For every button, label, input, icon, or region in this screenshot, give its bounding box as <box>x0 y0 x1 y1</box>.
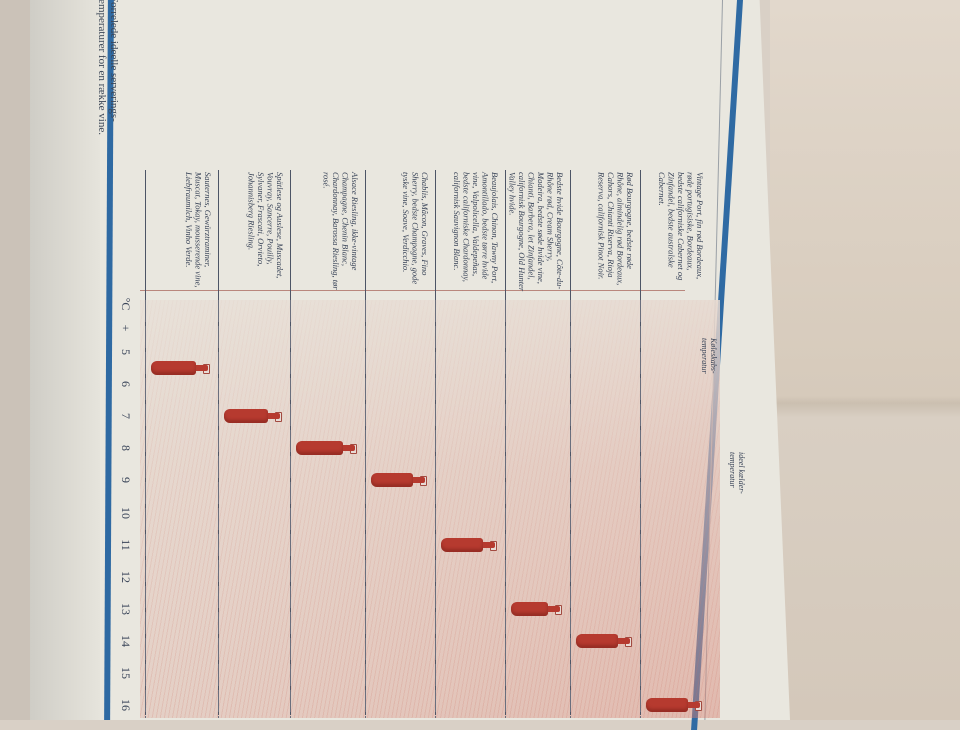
header-cellar-temp: ideel kælder-temperatur <box>728 452 746 494</box>
row-divider-dashed <box>218 300 219 718</box>
wine-list-text: Sauternes, Gewürztraminer, Muscat, Tokay… <box>184 172 213 288</box>
caption: Forrelede ideelle serverings-temperature… <box>96 0 120 135</box>
scale-tick: 7 <box>119 413 133 420</box>
page-gutter-shadow <box>30 0 100 720</box>
chart-fade <box>140 300 720 718</box>
scale-tick: 10 <box>119 506 133 519</box>
wine-list-text: Rød Bourgogne, bedste røde Rhône, almind… <box>596 172 636 286</box>
wine-bottle-marker <box>224 409 282 424</box>
scale-tick: 13 <box>119 602 133 615</box>
wine-list-text: Spätlese og Auslese, Muscadet, Vouvray, … <box>246 172 286 279</box>
wine-bottle-marker <box>646 698 702 713</box>
wine-bottle-marker <box>371 473 427 488</box>
scale-tick: + <box>119 324 133 332</box>
scale-tick: 5 <box>119 349 133 355</box>
scale-tick: 12 <box>119 570 133 583</box>
scale-tick: 15 <box>119 667 133 679</box>
scale-unit: °C <box>119 297 133 311</box>
scale-tick: 6 <box>119 381 133 388</box>
row-divider-dashed <box>570 300 571 718</box>
row-divider-dashed <box>365 300 366 718</box>
scale-tick: 14 <box>119 634 133 647</box>
scale-tick: 8 <box>119 445 133 452</box>
wine-list-text: Bedste hvide Bourgogne, Côte-du-Rhône rø… <box>507 172 566 292</box>
row-divider-dashed <box>145 300 146 718</box>
scale-tick: 16 <box>119 699 133 712</box>
scale-tick: 9 <box>119 477 133 484</box>
row-divider-dashed <box>435 300 436 718</box>
wine-bottle-marker <box>151 361 210 376</box>
row-divider-dashed <box>640 300 641 718</box>
wine-bottle-marker <box>511 601 562 616</box>
wine-bottle-marker <box>441 537 497 552</box>
wine-list-text: Alsace Riesling, ikke-vintage Champagne,… <box>321 172 361 290</box>
wine-list-text: Beaujolais, Chinon, Tawny Port, Amontill… <box>452 172 500 284</box>
wine-list-text: Chablis, Mâcon, Graves, Fino Sherry, bed… <box>401 172 430 285</box>
row-divider-dashed <box>505 300 506 718</box>
wine-bottle-marker <box>296 441 357 456</box>
wood-table-right <box>770 0 960 720</box>
wine-bottle-marker <box>576 633 632 648</box>
wine-list-text: Vintage Port, fin rød Bordeaux, røde por… <box>657 172 705 281</box>
scale-tick: 11 <box>119 538 133 551</box>
header-divider <box>140 290 685 291</box>
row-divider-dashed <box>290 300 291 718</box>
header-fridge-temp: Køleskabs-temperatur <box>700 338 718 374</box>
